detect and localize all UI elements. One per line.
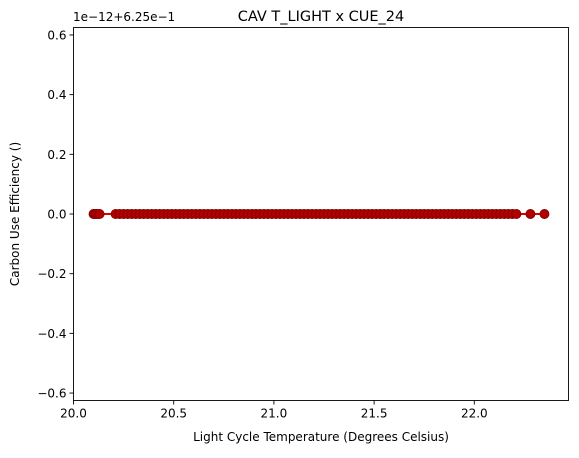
x-tick-label: 22.0 — [461, 407, 488, 421]
x-tick-label: 20.5 — [160, 407, 187, 421]
y-tick-label: 0.6 — [47, 28, 66, 42]
y-axis-ticks: −0.6 −0.4 −0.2 0.0 0.2 0.4 0.6 — [37, 28, 74, 401]
data-point — [525, 209, 536, 219]
x-tick-label: 21.5 — [361, 407, 388, 421]
x-tick-label: 21.0 — [261, 407, 288, 421]
data-point — [539, 209, 550, 219]
y-axis-label: Carbon Use Efficiency () — [8, 142, 22, 286]
y-tick-label: −0.4 — [37, 327, 66, 341]
data-point — [511, 209, 522, 219]
x-axis-label: Light Cycle Temperature (Degrees Celsius… — [193, 430, 449, 444]
chart-title: CAV T_LIGHT x CUE_24 — [238, 9, 405, 25]
y-offset-text: 1e−12+6.25e−1 — [73, 10, 175, 24]
plot-area — [88, 209, 550, 219]
y-tick-label: 0.2 — [47, 148, 66, 162]
data-point — [94, 209, 105, 219]
x-tick-label: 20.0 — [60, 407, 87, 421]
y-tick-label: 0.0 — [47, 208, 66, 222]
y-tick-label: −0.6 — [37, 387, 66, 401]
axes-frame — [73, 27, 569, 401]
y-tick-label: 0.4 — [47, 88, 66, 102]
y-tick-label: −0.2 — [37, 267, 66, 281]
x-axis-ticks: 20.0 20.5 21.0 21.5 22.0 — [60, 400, 488, 421]
